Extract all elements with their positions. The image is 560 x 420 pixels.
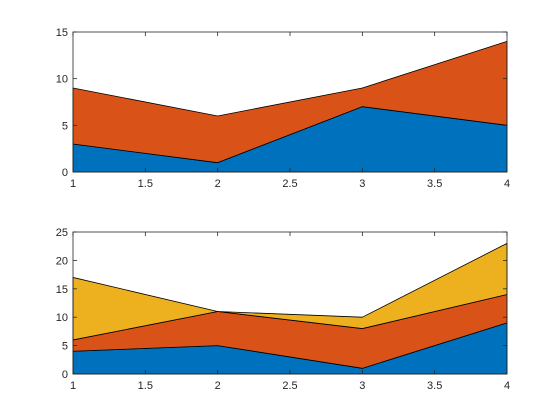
x-tick-label: 1.5 [138,178,153,190]
x-tick-label: 3.5 [427,380,442,392]
x-tick-label: 4 [504,380,510,392]
x-tick-label: 3 [359,380,365,392]
x-tick-label: 1 [70,380,76,392]
x-tick-label: 3.5 [427,178,442,190]
y-tick-label: 10 [56,74,68,86]
y-tick-label: 15 [56,284,68,296]
x-tick-label: 2.5 [282,178,297,190]
top-stacked-area-chart: 1 1.5 2 2.5 3 3.5 4 0 5 10 15 [56,27,510,190]
y-tick-label: 5 [62,120,68,132]
y-tick-label: 25 [56,227,68,239]
y-tick-label: 0 [62,167,68,179]
x-tick-label: 1.5 [138,380,153,392]
x-tick-label: 1 [70,178,76,190]
x-tick-label: 4 [504,178,510,190]
bottom-stacked-area-chart: 1 1.5 2 2.5 3 3.5 4 0 5 10 15 20 25 [56,227,510,392]
y-tick-label: 5 [62,341,68,353]
y-tick-label: 15 [56,27,68,39]
x-tick-label: 3 [359,178,365,190]
y-tick-label: 20 [56,255,68,267]
x-tick-label: 2.5 [282,380,297,392]
x-tick-label: 2 [215,178,221,190]
x-tick-label: 2 [215,380,221,392]
y-tick-label: 10 [56,312,68,324]
y-tick-label: 0 [62,369,68,381]
